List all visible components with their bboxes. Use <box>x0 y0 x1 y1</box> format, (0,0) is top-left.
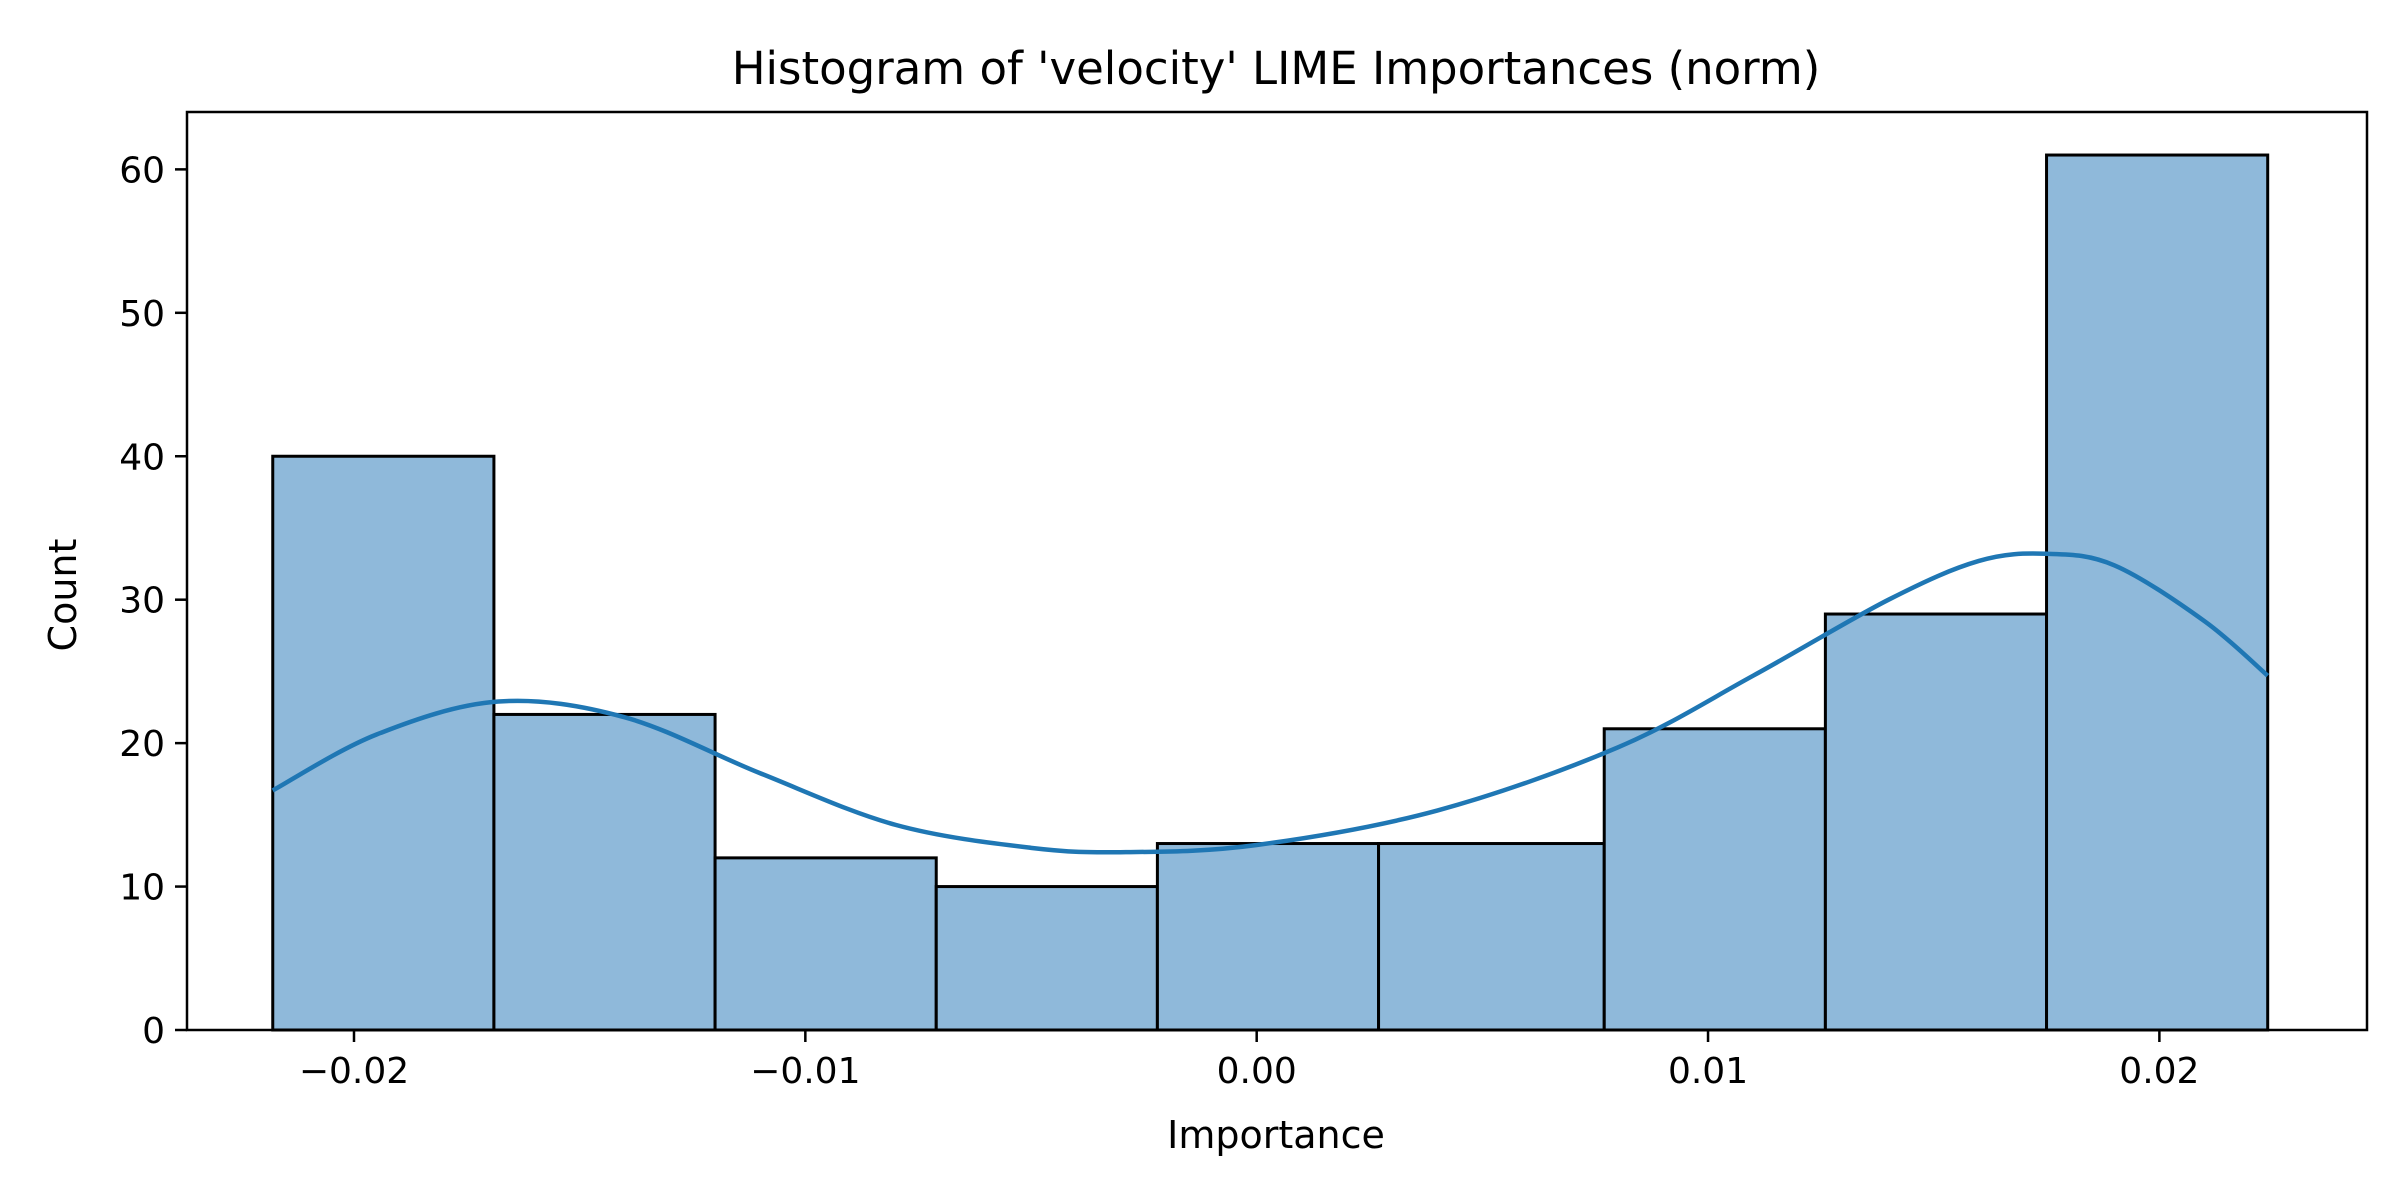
histogram-bar-4 <box>934 885 1159 1032</box>
y-axis: 0 10 20 30 40 50 60 <box>119 150 187 1052</box>
bars-layer <box>271 153 2270 1032</box>
x-tick-label-2: −0.01 <box>750 1051 860 1092</box>
histogram-bar-9 <box>2045 153 2270 1032</box>
y-tick-label-7: 60 <box>119 150 165 191</box>
x-axis-label: Importance <box>1167 1113 1385 1157</box>
x-tick-label-4: 0.01 <box>1668 1051 1748 1092</box>
x-axis: −0.02 −0.01 0.00 0.01 0.02 <box>299 1030 2199 1092</box>
histogram-bar-3 <box>713 856 938 1032</box>
histogram-bar-6 <box>1377 842 1606 1032</box>
histogram-bar-5 <box>1155 842 1381 1032</box>
histogram-bar-8 <box>1823 612 2049 1032</box>
y-tick-label-3: 20 <box>119 724 165 765</box>
y-tick-label-6: 50 <box>119 294 165 335</box>
x-tick-label-1: −0.02 <box>299 1051 409 1092</box>
y-tick-label-1: 0 <box>142 1011 165 1052</box>
histogram-bar-7 <box>1602 727 1827 1032</box>
histogram-bar-1 <box>271 454 496 1032</box>
plot-frame <box>185 110 2369 1032</box>
kde-curve <box>271 551 2270 855</box>
y-tick-label-5: 40 <box>119 437 165 478</box>
y-tick-label-2: 10 <box>119 868 165 909</box>
x-tick-label-5: 0.02 <box>2119 1051 2199 1092</box>
y-axis-label: Count <box>41 539 85 652</box>
histogram-bar-2 <box>492 712 717 1032</box>
x-tick-label-3: 0.00 <box>1217 1051 1297 1092</box>
chart-title: Histogram of 'velocity' LIME Importances… <box>732 42 1821 95</box>
y-tick-label-4: 30 <box>119 581 165 622</box>
kde-layer <box>271 551 2270 855</box>
